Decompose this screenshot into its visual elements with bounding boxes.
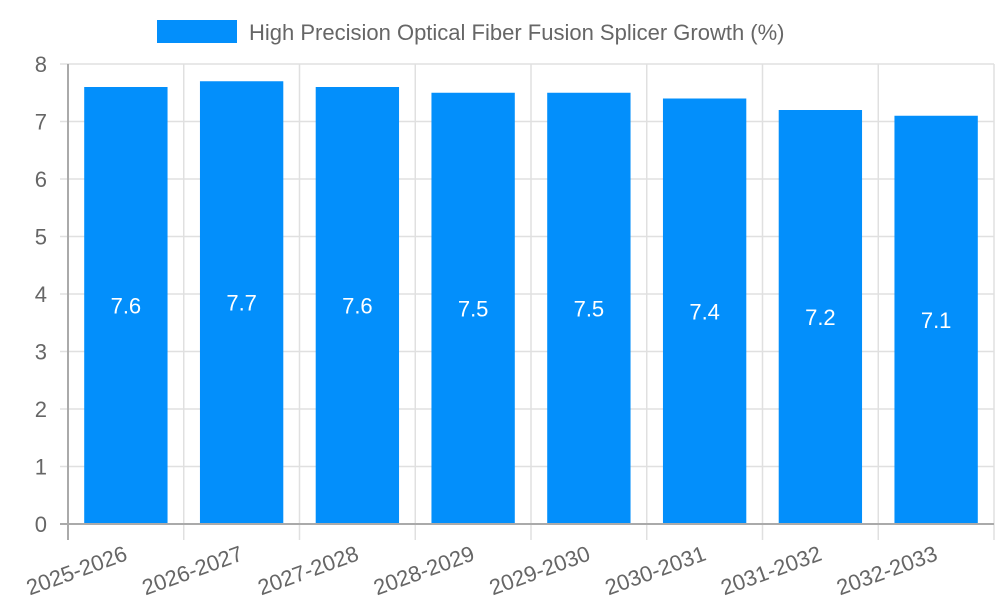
data-label: 7.6	[342, 294, 373, 319]
bar	[84, 87, 168, 524]
x-tick-label: 2031-2032	[717, 541, 824, 600]
data-label: 7.1	[921, 308, 952, 333]
y-tick-label: 7	[35, 110, 47, 135]
legend[interactable]: High Precision Optical Fiber Fusion Spli…	[157, 20, 785, 45]
bar	[315, 87, 400, 524]
bar	[431, 92, 515, 524]
data-label: 7.4	[689, 299, 720, 324]
y-tick-label: 0	[35, 512, 47, 537]
data-label: 7.5	[574, 296, 605, 321]
legend-label: High Precision Optical Fiber Fusion Spli…	[249, 20, 785, 45]
y-axis-ticks: 0 1 2 3 4 5 6 7 8	[35, 52, 47, 537]
data-label: 7.5	[458, 296, 489, 321]
data-label: 7.7	[226, 291, 257, 316]
data-labels: 7.6 7.7 7.6 7.5 7.5 7.4 7.2 7.1	[111, 291, 952, 333]
x-tick-label: 2032-2033	[833, 541, 940, 600]
y-tick-label: 6	[35, 167, 47, 192]
x-axis-ticks: 2025-2026 2026-2027 2027-2028 2028-2029 2029…	[23, 541, 941, 600]
bar	[547, 92, 631, 524]
y-tick-label: 5	[35, 225, 47, 250]
data-label: 7.6	[111, 294, 142, 319]
x-tick-label: 2028-2029	[370, 541, 477, 600]
y-tick-label: 2	[35, 397, 47, 422]
axes	[60, 64, 994, 540]
bar	[199, 81, 284, 524]
data-label: 7.2	[805, 305, 836, 330]
bars	[84, 81, 978, 524]
bar	[662, 98, 747, 524]
x-tick-label: 2030-2031	[602, 541, 709, 600]
bar	[778, 110, 863, 524]
legend-swatch	[157, 20, 237, 43]
y-tick-label: 4	[35, 282, 47, 307]
y-tick-label: 8	[35, 52, 47, 77]
y-tick-label: 3	[35, 340, 47, 365]
x-tick-label: 2025-2026	[23, 541, 130, 600]
x-tick-label: 2027-2028	[254, 541, 361, 600]
x-tick-label: 2029-2030	[486, 541, 593, 600]
y-tick-label: 1	[35, 455, 47, 480]
x-tick-label: 2026-2027	[139, 541, 246, 600]
bar	[894, 115, 978, 524]
